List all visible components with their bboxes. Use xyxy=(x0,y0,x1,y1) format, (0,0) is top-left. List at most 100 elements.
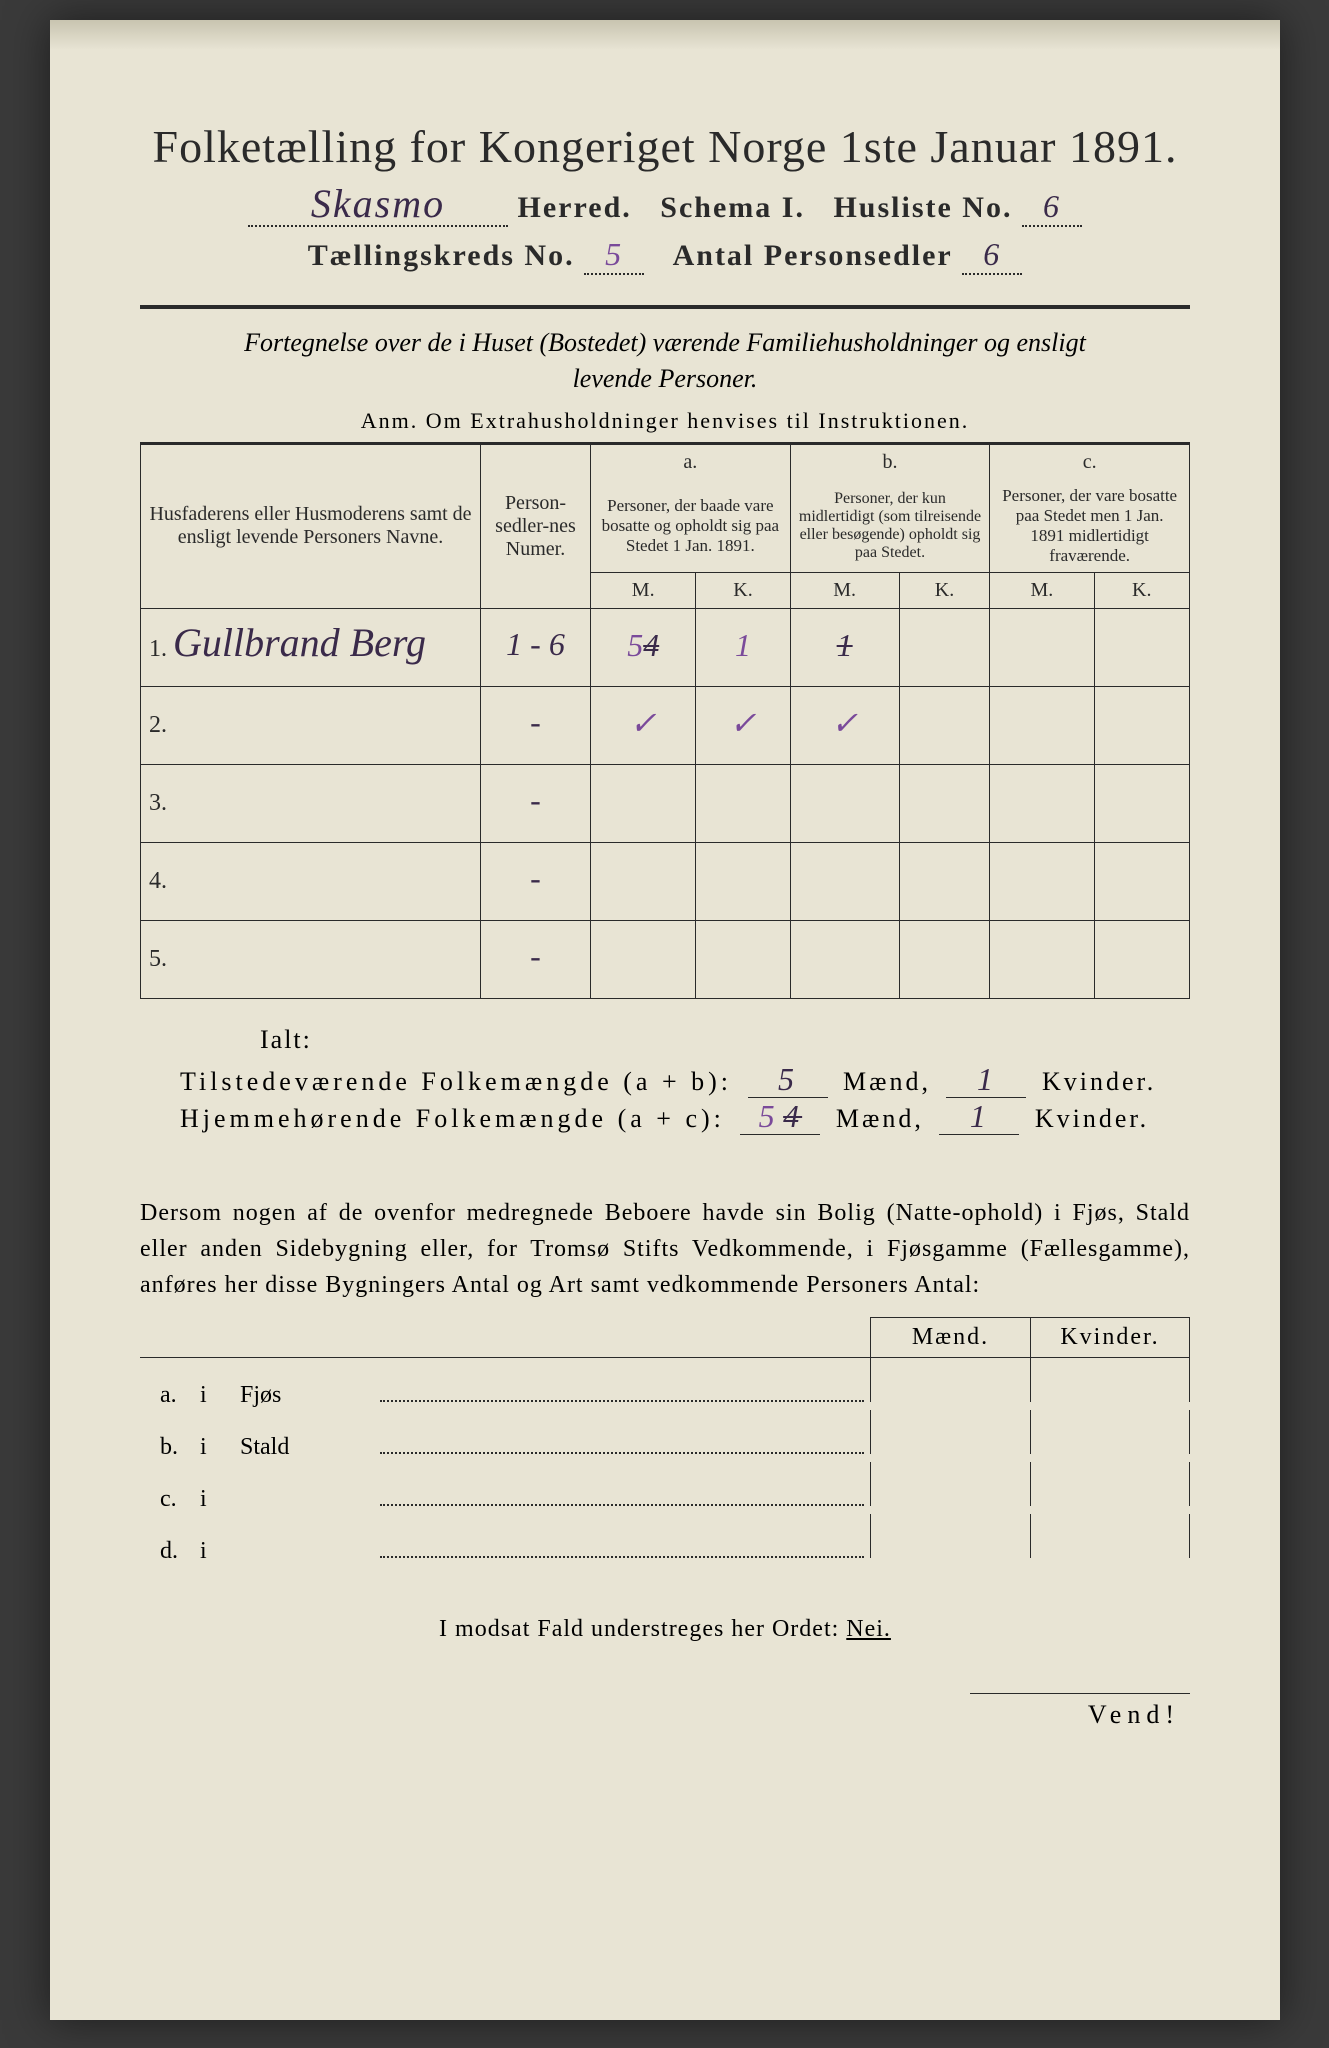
bld-kvinder-box xyxy=(1030,1462,1190,1506)
antal-handwritten: 6 xyxy=(983,245,1001,264)
ialt-label: Ialt: xyxy=(260,1025,1190,1055)
header-line-2: Skasmo Herred. Schema I. Husliste No. 6 xyxy=(140,191,1190,227)
bld-dots xyxy=(380,1436,864,1454)
fortegnelse-line1: Fortegnelse over de i Huset (Bostedet) v… xyxy=(244,328,1086,357)
col-b-label: b. xyxy=(790,443,990,480)
buildings-mk-header: Mænd. Kvinder. xyxy=(140,1317,1190,1357)
row-value-cell xyxy=(1094,764,1190,842)
husliste-handwritten: 6 xyxy=(1043,197,1061,216)
page-edge xyxy=(50,20,1280,50)
census-table: Husfaderens eller Husmoderens samt de en… xyxy=(140,442,1190,999)
row-value-cell xyxy=(591,920,696,998)
cell-hw: 5 xyxy=(627,636,643,655)
sum-hjemme: Hjemmehørende Folkemængde (a + c): 5 4 M… xyxy=(180,1104,1190,1135)
sum-tilstede-m: 5 xyxy=(748,1067,828,1098)
row-value-cell xyxy=(696,764,790,842)
antal-label: Antal Personsedler xyxy=(673,239,953,272)
buildings-maend: Mænd. xyxy=(870,1317,1030,1357)
row-value-cell xyxy=(899,764,990,842)
bld-kvinder-box xyxy=(1030,1358,1190,1402)
col-a: Personer, der baade vare bosatte og opho… xyxy=(591,480,791,573)
col-a-k: K. xyxy=(696,572,790,608)
row-numer-cell: - xyxy=(481,842,591,920)
table-row: 2. -✓✓✓ xyxy=(141,686,1190,764)
sum-hjemme-m-strike: 4 xyxy=(783,1107,802,1126)
row-value-cell xyxy=(790,764,899,842)
building-row: d.i xyxy=(140,1514,1190,1566)
bld-i: i xyxy=(200,1486,240,1513)
row-numer-hw: - xyxy=(530,791,541,810)
kvinder-label: Kvinder. xyxy=(1042,1067,1156,1096)
row-value-cell xyxy=(790,920,899,998)
herred-label: Herred. xyxy=(518,191,632,224)
building-row: b.iStald xyxy=(140,1410,1190,1462)
row-value-cell: ✓ xyxy=(790,686,899,764)
row-value-cell: 1 xyxy=(790,608,899,686)
buildings-rows: a.iFjøsb.iStaldc.id.i xyxy=(140,1357,1190,1566)
row-value-cell: ✓ xyxy=(696,686,790,764)
bld-kvinder-box xyxy=(1030,1410,1190,1454)
row-name-cell: 2. xyxy=(141,686,481,764)
row-value-cell xyxy=(990,764,1094,842)
sum-tilstede-label: Tilstedeværende Folkemængde (a + b): xyxy=(180,1067,732,1097)
bld-dots xyxy=(380,1384,864,1402)
fortegnelse-heading: Fortegnelse over de i Huset (Bostedet) v… xyxy=(140,325,1190,398)
sum-hjemme-label: Hjemmehørende Folkemængde (a + c): xyxy=(180,1104,725,1134)
table-row: 3. - xyxy=(141,764,1190,842)
bld-key: d. xyxy=(140,1538,200,1565)
row-value-cell xyxy=(591,842,696,920)
col-names-text: Husfaderens eller Husmoderens samt de en… xyxy=(149,503,471,548)
row-name-cell: 4. xyxy=(141,842,481,920)
col-c: Personer, der vare bosatte paa Stedet me… xyxy=(990,480,1190,573)
kreds-label: Tællingskreds No. xyxy=(308,239,575,272)
husliste-field: 6 xyxy=(1022,191,1082,227)
col-b-m: M. xyxy=(790,572,899,608)
kvinder-label-2: Kvinder. xyxy=(1035,1104,1149,1133)
sum-tilstede-m-hw: 5 xyxy=(778,1070,797,1089)
herred-handwritten: Skasmo xyxy=(311,192,445,216)
cell-hw: ✓ xyxy=(630,714,657,733)
bld-maend-box xyxy=(870,1462,1030,1506)
col-names: Husfaderens eller Husmoderens samt de en… xyxy=(141,443,481,608)
bld-i: i xyxy=(200,1434,240,1461)
row-numer-hw: 1 - 6 xyxy=(506,635,565,654)
col-a-label: a. xyxy=(591,443,791,480)
col-numer-text: Person-sedler-nes Numer. xyxy=(495,492,576,560)
rule-heavy xyxy=(140,305,1190,309)
building-row: a.iFjøs xyxy=(140,1358,1190,1410)
row-value-cell: ✓ xyxy=(591,686,696,764)
bld-maend-box xyxy=(870,1358,1030,1402)
table-row: 5. - xyxy=(141,920,1190,998)
kreds-field: 5 xyxy=(584,239,644,275)
fortegnelse-line2: levende Personer. xyxy=(573,364,758,393)
row-value-cell xyxy=(990,842,1094,920)
sum-hjemme-k-hw: 1 xyxy=(970,1107,989,1126)
kreds-handwritten: 5 xyxy=(605,245,623,264)
cell-hw: 1 xyxy=(735,636,751,655)
buildings-paragraph: Dersom nogen af de ovenfor medregnede Be… xyxy=(140,1195,1190,1303)
row-value-cell xyxy=(1094,920,1190,998)
col-c-m: M. xyxy=(990,572,1094,608)
herred-field: Skasmo xyxy=(248,191,508,227)
schema-label: Schema I. xyxy=(660,191,805,224)
sum-hjemme-m: 5 4 xyxy=(740,1104,820,1135)
bld-dots xyxy=(380,1540,864,1558)
row-value-cell xyxy=(990,608,1094,686)
bld-key: c. xyxy=(140,1486,200,1513)
table-row: 4. - xyxy=(141,842,1190,920)
bld-i: i xyxy=(200,1538,240,1565)
row-value-cell xyxy=(790,842,899,920)
row-value-cell xyxy=(1094,686,1190,764)
row-numer-cell: 1 - 6 xyxy=(481,608,591,686)
row-value-cell xyxy=(899,608,990,686)
bld-key: b. xyxy=(140,1434,200,1461)
bld-maend-box xyxy=(870,1514,1030,1558)
buildings-kvinder: Kvinder. xyxy=(1030,1317,1190,1357)
row-value-cell xyxy=(899,842,990,920)
row-numer-hw: - xyxy=(530,713,541,732)
col-b: Personer, der kun midlertidigt (som tilr… xyxy=(790,480,990,573)
page-title: Folketælling for Kongeriget Norge 1ste J… xyxy=(140,120,1190,173)
row-value-cell xyxy=(696,842,790,920)
sum-tilstede-k: 1 xyxy=(946,1067,1026,1098)
row-value-cell xyxy=(899,686,990,764)
